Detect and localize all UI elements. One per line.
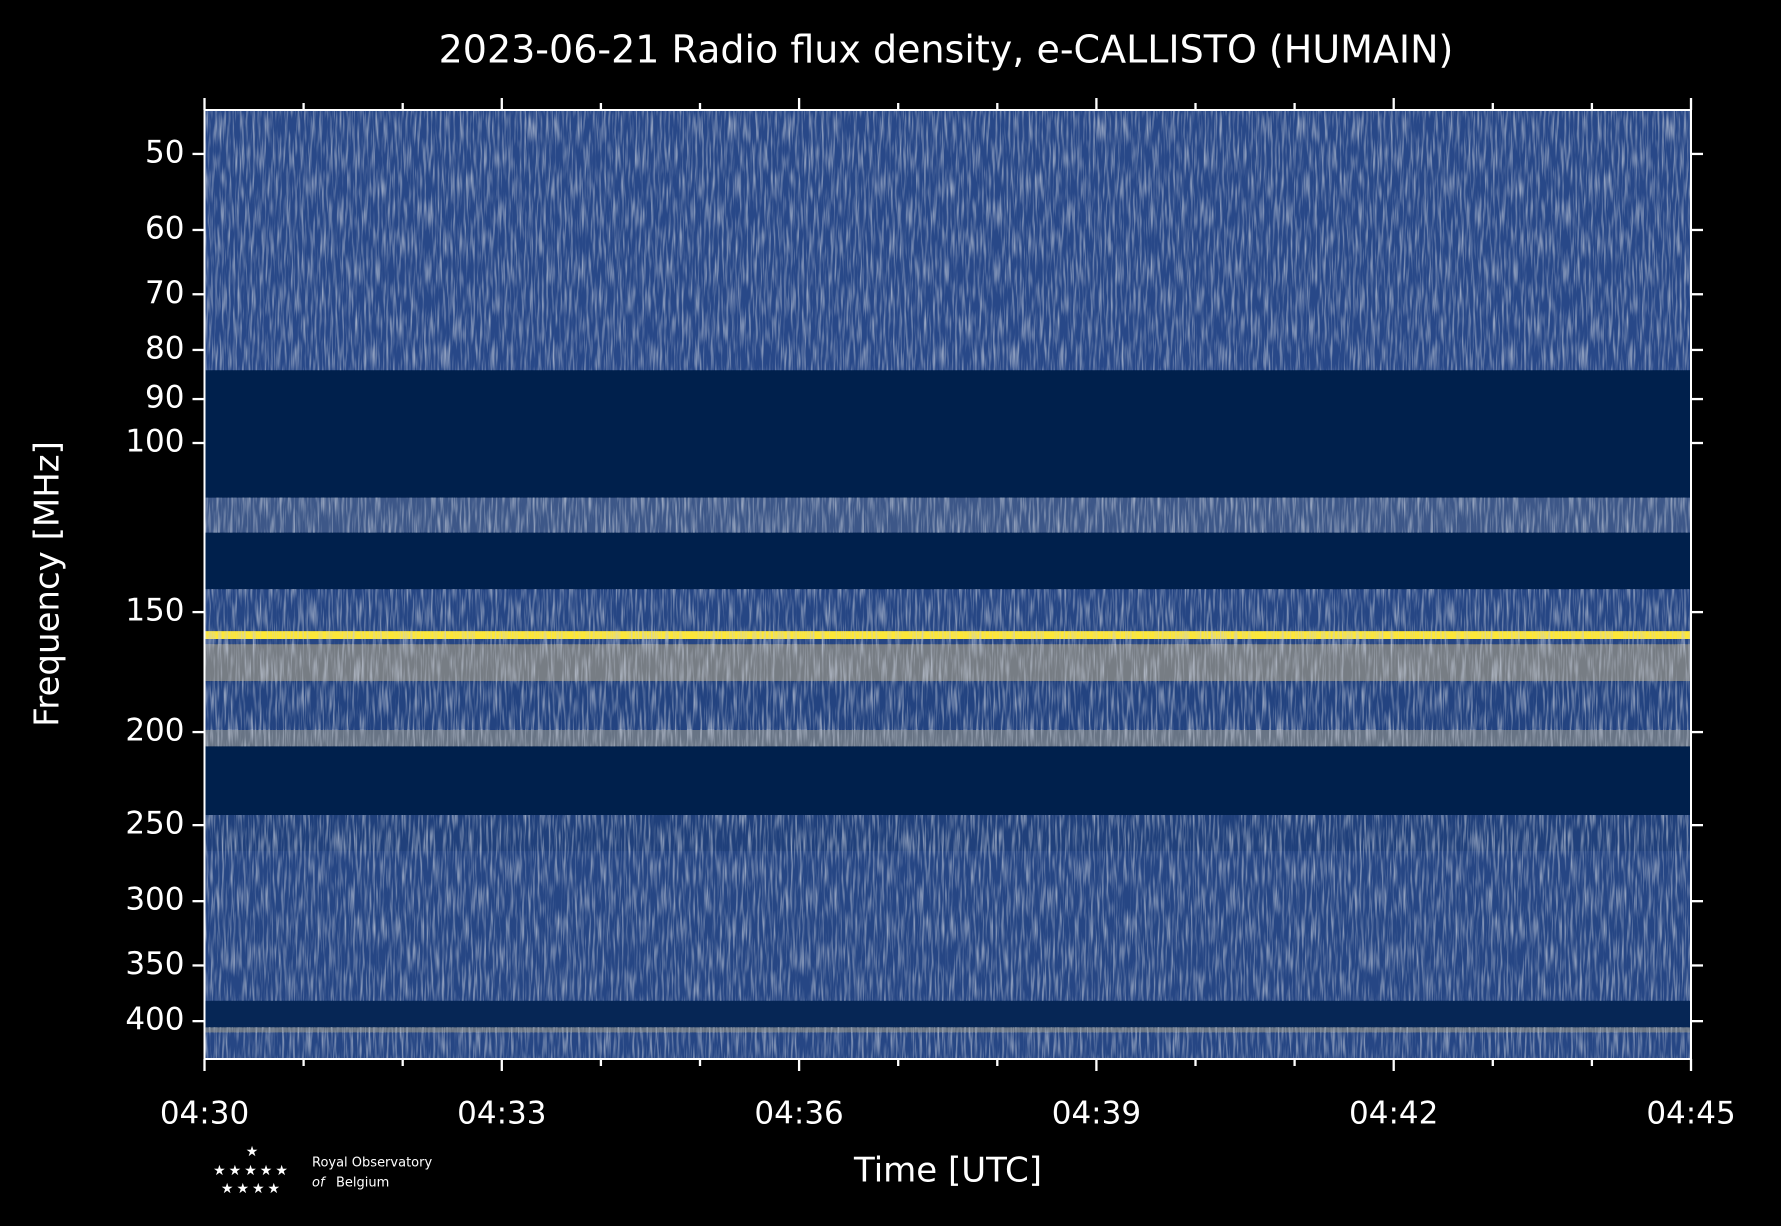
- chart-title: 2023-06-21 Radio flux density, e-CALLIST…: [439, 28, 1454, 72]
- texture: [204, 851, 1691, 1001]
- x-tick-label: 04:33: [457, 1096, 546, 1132]
- y-tick-label: 90: [145, 380, 184, 416]
- x-tick-label: 04:39: [1052, 1096, 1141, 1132]
- band: [204, 1000, 1691, 1028]
- y-tick-label: 300: [125, 882, 184, 918]
- texture: [204, 1027, 1691, 1033]
- texture: [204, 639, 1691, 645]
- texture: [204, 497, 1691, 533]
- texture: [204, 815, 1691, 852]
- y-tick-label: 350: [125, 946, 184, 982]
- axes: 50 60 70 80 90 100 150 200 250 300 350 400 04:30 04:3…: [125, 98, 1736, 1132]
- texture: [204, 644, 1691, 682]
- y-tick-label: 50: [145, 134, 184, 170]
- logo-stars: ★★★★: [221, 1181, 283, 1197]
- x-tick-label: 04:30: [160, 1096, 249, 1132]
- band: [204, 532, 1691, 590]
- y-tick-label: 100: [125, 424, 184, 460]
- texture: [204, 1032, 1691, 1059]
- logo-stars: ★: [246, 1144, 259, 1160]
- logo-text: Royal Observatory: [312, 1156, 432, 1171]
- y-tick-label: 60: [145, 210, 184, 246]
- y-tick-label: 400: [125, 1002, 184, 1038]
- logo-stars: ★★★★★: [213, 1163, 291, 1179]
- logo-text: of: [312, 1176, 327, 1191]
- texture: [204, 589, 1691, 632]
- band: [204, 370, 1691, 498]
- logo-text: Belgium: [336, 1176, 389, 1191]
- texture: [204, 681, 1691, 730]
- x-tick-label: 04:36: [754, 1096, 843, 1132]
- x-axis-label: Time [UTC]: [853, 1151, 1042, 1191]
- x-tick-label: 04:45: [1646, 1096, 1735, 1132]
- band: [204, 746, 1691, 816]
- y-tick-label: 250: [125, 806, 184, 842]
- frame: [203, 109, 1692, 1060]
- y-tick-label: 200: [125, 713, 184, 749]
- logo: ★ ★★★★★ ★★★★ Royal Observatory of Belgiu…: [213, 1144, 432, 1197]
- texture: [204, 110, 1691, 371]
- y-tick-label: 70: [145, 275, 184, 311]
- y-tick-label: 150: [125, 593, 184, 629]
- x-tick-label: 04:42: [1349, 1096, 1438, 1132]
- texture: [204, 631, 1691, 640]
- plot-area: [204, 110, 1691, 1059]
- y-tick-label: 80: [145, 330, 184, 366]
- y-axis-label: Frequency [MHz]: [28, 441, 68, 727]
- texture: [204, 729, 1691, 747]
